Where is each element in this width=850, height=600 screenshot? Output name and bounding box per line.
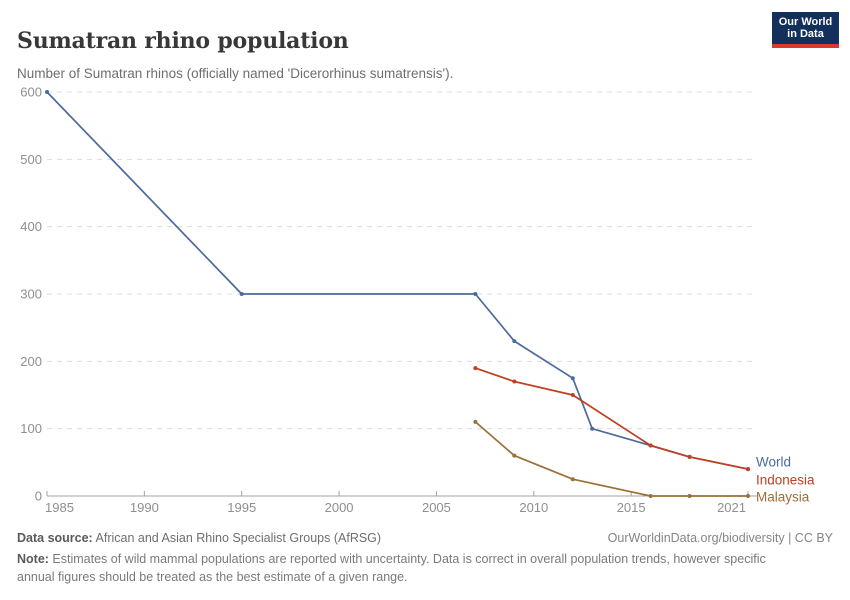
chart-note: Note: Estimates of wild mammal populatio… [17, 551, 779, 587]
gridlines: 0 100 200 300 400 500 600 [20, 85, 757, 504]
x-tick-label-1990: 1990 [130, 500, 159, 515]
data-point-indonesia-2016[interactable] [648, 443, 653, 448]
data-point-world-1985[interactable] [45, 90, 49, 94]
x-tick-label-1985: 1985 [45, 500, 74, 515]
data-point-malaysia-2021[interactable] [746, 494, 750, 498]
series-indonesia[interactable]: Indonesia [473, 366, 815, 488]
data-point-malaysia-2007[interactable] [473, 419, 478, 424]
y-tick-label-100: 100 [20, 421, 42, 436]
data-point-world-2009[interactable] [512, 339, 517, 344]
data-point-world-2007[interactable] [473, 292, 478, 296]
x-tick-label-2021: 2021 [717, 500, 746, 515]
x-tick-label-1995: 1995 [227, 500, 256, 515]
chart-footer: Data source: African and Asian Rhino Spe… [17, 531, 833, 587]
series-line-world[interactable] [46, 91, 749, 470]
data-point-malaysia-2018[interactable] [687, 494, 692, 498]
x-tick-label-2000: 2000 [325, 500, 354, 515]
series-label-malaysia[interactable]: Malaysia [756, 490, 810, 505]
y-tick-label-400: 400 [20, 219, 42, 234]
data-point-indonesia-2009[interactable] [512, 379, 517, 384]
y-tick-label-500: 500 [20, 152, 42, 167]
data-point-indonesia-2012[interactable] [570, 393, 575, 397]
y-tick-label-300: 300 [20, 287, 42, 302]
data-point-indonesia-2007[interactable] [473, 366, 478, 371]
data-point-world-2013[interactable] [590, 426, 595, 431]
series-label-indonesia[interactable]: Indonesia [756, 473, 815, 488]
data-point-world-2012[interactable] [570, 376, 575, 381]
series-label-world[interactable]: World [756, 455, 791, 470]
data-source-text: African and Asian Rhino Specialist Group… [92, 531, 382, 545]
credit-link[interactable]: OurWorldinData.org/biodiversity | CC BY [607, 531, 833, 545]
series-malaysia[interactable]: Malaysia [473, 419, 810, 505]
data-point-malaysia-2016[interactable] [648, 494, 653, 498]
y-tick-label-200: 200 [20, 354, 42, 369]
series-line-indonesia[interactable] [475, 367, 749, 470]
owid-logo-line2: in Data [787, 28, 824, 40]
data-point-malaysia-2012[interactable] [570, 477, 575, 482]
data-point-indonesia-2021[interactable] [746, 467, 750, 472]
series-world[interactable]: World [45, 90, 791, 472]
data-source-label: Data source: [17, 531, 93, 545]
owid-logo-line1: Our World [778, 15, 833, 28]
page-title: Sumatran rhino population [17, 27, 349, 54]
x-axis: 1985 1990 1995 2000 2005 2010 2015 2021 [45, 491, 757, 515]
owid-logo[interactable]: Our World in Data [772, 12, 839, 48]
data-point-indonesia-2018[interactable] [687, 454, 692, 459]
y-tick-label-0: 0 [35, 489, 42, 504]
series-line-malaysia[interactable] [474, 421, 748, 497]
x-tick-label-2010: 2010 [519, 500, 548, 515]
note-text: Estimates of wild mammal populations are… [17, 552, 766, 584]
y-tick-label-600: 600 [20, 85, 42, 100]
x-tick-label-2005: 2005 [422, 500, 451, 515]
data-source: Data source: African and Asian Rhino Spe… [17, 531, 381, 545]
x-tick-label-2015: 2015 [617, 500, 646, 515]
data-point-malaysia-2009[interactable] [512, 453, 517, 458]
chart-subtitle: Number of Sumatran rhinos (officially na… [17, 65, 454, 81]
note-label: Note: [17, 552, 49, 566]
data-point-world-1995[interactable] [239, 292, 244, 296]
